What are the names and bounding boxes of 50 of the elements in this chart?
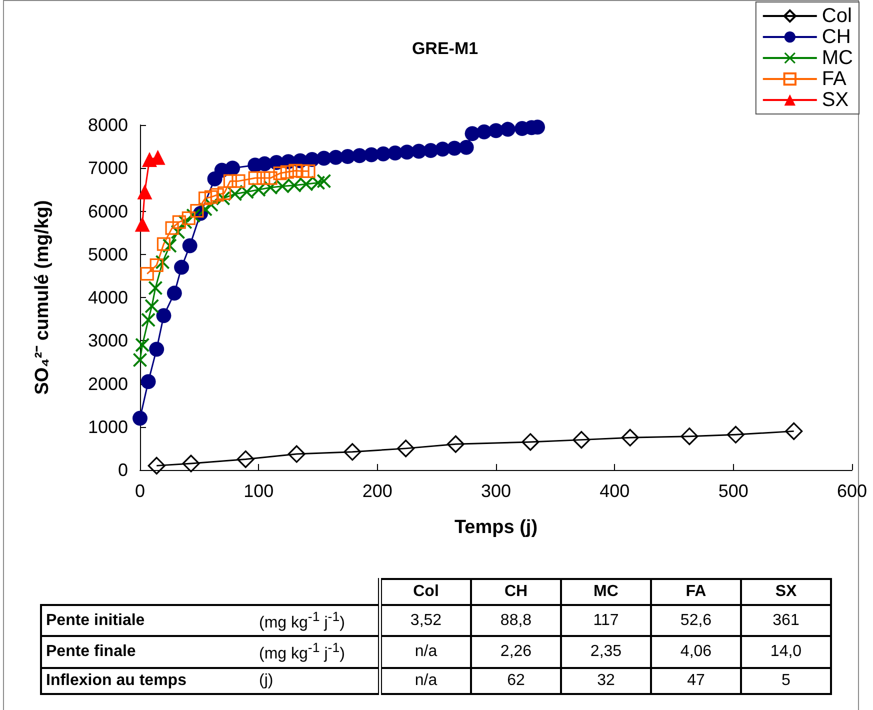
legend-label: Col xyxy=(822,5,852,27)
text: 361 xyxy=(741,605,831,636)
x-tick-label: 600 xyxy=(836,481,868,501)
legend-label: FA xyxy=(822,68,848,90)
legend-label: CH xyxy=(822,26,851,48)
x-tick-label: 500 xyxy=(718,481,748,501)
x-axis-title: Temps (j) xyxy=(454,517,538,538)
y-tick-label: 1000 xyxy=(88,416,128,437)
x-tick-label: 300 xyxy=(480,481,512,501)
y-axis-title: SO₄²⁻ cumulé (mg/kg) xyxy=(32,200,53,395)
y-tick-label: 7000 xyxy=(88,158,128,178)
text: 5 xyxy=(741,668,831,694)
text: (j) xyxy=(255,668,380,694)
x-tick-label: 400 xyxy=(600,481,630,501)
y-tick-label: 5000 xyxy=(88,244,128,264)
x-tick-label: 100 xyxy=(244,481,274,501)
text: SX xyxy=(741,579,831,605)
text: Inflexion au temps xyxy=(41,668,255,694)
text: Pente initiale xyxy=(41,605,255,636)
text: CH xyxy=(471,579,561,605)
text: FA xyxy=(651,579,741,605)
y-tick-label: 4000 xyxy=(88,288,128,308)
x-tick-label: 0 xyxy=(134,481,146,501)
y-tick-label: 2000 xyxy=(88,374,128,394)
text: (mg kg$^{-1}$ j$^{-1}$) xyxy=(255,605,380,636)
text: 3,52 xyxy=(380,605,471,636)
text: 2,35 xyxy=(561,636,651,668)
x-tick-label: 200 xyxy=(362,481,392,501)
text: 4,06 xyxy=(651,636,741,668)
legend-label: SX xyxy=(822,89,849,111)
text: 62 xyxy=(471,668,561,694)
text: MC xyxy=(561,579,651,605)
text: 2,26 xyxy=(471,636,561,668)
legend-label: MC xyxy=(822,47,854,69)
text: 47 xyxy=(651,668,741,694)
text: (mg kg$^{-1}$ j$^{-1}$) xyxy=(255,636,380,668)
text: n/a xyxy=(380,668,471,694)
text: 14,0 xyxy=(741,636,831,668)
text: 52,6 xyxy=(651,605,741,636)
y-tick-label: 6000 xyxy=(88,201,128,222)
chart-title: GRE-M1 xyxy=(412,39,478,58)
text: 32 xyxy=(561,668,651,694)
text: Col xyxy=(380,579,471,605)
y-tick-label: 8000 xyxy=(88,115,128,135)
text: 117 xyxy=(561,605,651,636)
y-tick-label: 3000 xyxy=(88,330,128,351)
text: 88,8 xyxy=(471,605,561,636)
text: n/a xyxy=(380,636,471,668)
y-tick-label: 0 xyxy=(118,460,128,480)
text: Pente finale xyxy=(41,636,255,668)
